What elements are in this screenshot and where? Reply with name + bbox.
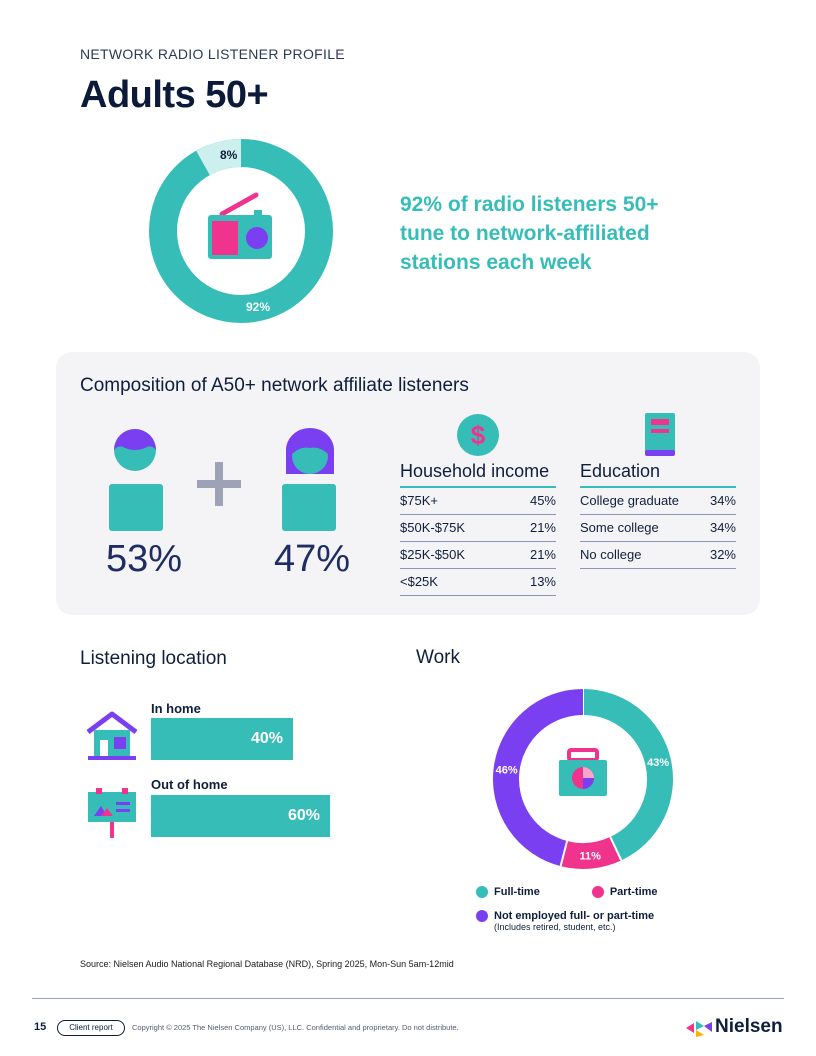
table-row: College graduate 34% [580,488,736,515]
hero-donut: 8% 92% [149,139,333,323]
nielsen-logo-icon [686,1021,712,1037]
billboard-icon [88,788,136,838]
donut-segment-92 [149,139,333,323]
composition-title: Composition of A50+ network affiliate li… [80,375,469,396]
legend-note: (Includes retired, student, etc.) [494,922,616,932]
work-label-not-employed-full-or-part-time: 46% [496,764,518,776]
location-title: Listening location [80,648,227,669]
table-row: $50K-$75K 21% [400,515,556,542]
house-icon [86,711,138,760]
footer-divider [32,998,784,999]
eyebrow: NETWORK RADIO LISTENER PROFILE [80,46,345,62]
donut-segment-8 [196,139,242,176]
work-donut-chart: 43% 11% 46% [493,689,673,869]
donut-label-92: 92% [246,300,270,314]
female-person-icon [282,428,336,531]
briefcase-icon [559,748,607,796]
male-person-icon [109,429,163,531]
income-title: Household income [400,461,550,481]
location-label-out-of-home: Out of home [151,777,228,792]
work-label-full-time: 43% [647,757,669,769]
work-title: Work [416,647,460,668]
donut-label-8: 8% [220,148,238,162]
dollar-coin-icon: $ [457,414,499,456]
income-table: $75K+ 45% $50K-$75K 21% $25K-$50K 21% <$25K… [400,486,556,596]
segment-separator [559,840,569,867]
page-title: Adults 50+ [80,74,269,116]
legend-swatch [476,886,488,898]
work-label-part-time: 11% [580,851,602,863]
work-segment-not-employed-full-or-part-time [493,689,584,867]
table-row: $25K-$50K 21% [400,542,556,569]
female-pct: 47% [274,538,351,580]
page-number: 15 [34,1021,47,1033]
male-pct: 53% [106,538,183,580]
segment-separator [609,836,623,861]
brand-name: Nielsen [715,1016,783,1037]
radio-icon [208,192,272,259]
source-note: Source: Nielsen Audio National Regional … [80,959,454,969]
client-report-badge: Client report [57,1020,125,1036]
legend-swatch [591,886,604,898]
work-segment-full-time [582,689,673,861]
legend-not-employed: Not employed full- or part-time (Include… [476,910,654,932]
work-legend-row1: Full-time Part-time [476,886,658,898]
table-row: No college 32% [580,542,736,569]
education-table: College graduate 34% Some college 34% No c… [580,486,736,569]
legend-full-time: Full-time [476,886,540,898]
table-row: <$25K 13% [400,569,556,596]
location-label-in-home: In home [151,701,201,716]
copyright: Copyright © 2025 The Nielsen Company (US… [132,1023,459,1032]
hero-headline: 92% of radio listeners 50+ tune to netwo… [400,193,659,274]
book-icon [645,413,675,456]
education-title: Education [580,461,661,481]
bar-in-home: 40% [151,718,293,760]
plus-icon [197,462,241,506]
table-row: $75K+ 45% [400,488,556,515]
svg-text:$: $ [471,420,486,450]
bar-out-of-home: 60% [151,795,330,837]
composition-panel [56,352,760,615]
table-row: Some college 34% [580,515,736,542]
legend-swatch [476,910,488,922]
work-segment-part-time [560,836,622,869]
legend-part-time: Part-time [591,886,658,898]
